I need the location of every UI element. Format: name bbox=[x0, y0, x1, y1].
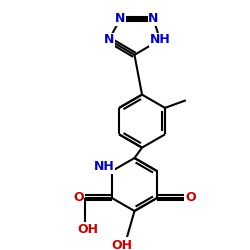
Text: OH: OH bbox=[77, 224, 98, 236]
Text: O: O bbox=[185, 191, 196, 204]
Text: OH: OH bbox=[112, 238, 133, 250]
Text: N: N bbox=[148, 12, 158, 26]
Text: N: N bbox=[104, 33, 114, 46]
Text: O: O bbox=[73, 191, 84, 204]
Text: NH: NH bbox=[94, 160, 114, 173]
Text: N: N bbox=[115, 12, 126, 26]
Text: NH: NH bbox=[150, 33, 171, 46]
